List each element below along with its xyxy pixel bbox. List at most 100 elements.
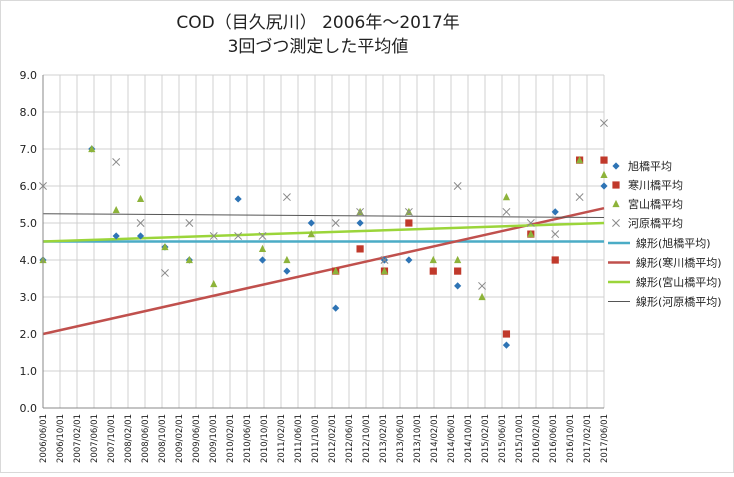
data-point <box>429 267 437 275</box>
x-tick-label: 2013/06/01 <box>396 414 406 463</box>
trendline <box>42 206 605 336</box>
x-tick-label: 2014/10/01 <box>464 414 474 463</box>
x-tick-label: 2013/10/01 <box>413 414 423 463</box>
x-tick-label: 2010/10/01 <box>260 414 270 463</box>
data-point <box>136 232 145 240</box>
data-point <box>136 219 145 227</box>
data-point <box>527 230 535 238</box>
data-point <box>283 267 291 275</box>
axis-layer: 0.0 1.0 2.0 3.0 4.0 5.0 6.0 7.0 8.0 9.0 2006/06/01… <box>20 69 611 463</box>
data-point <box>112 157 121 166</box>
x-tick-label: 2013/02/01 <box>379 414 389 463</box>
x-marker-stroke <box>234 231 243 240</box>
x-marker-stroke <box>502 207 511 216</box>
y-tick-label: 0.0 <box>20 402 38 415</box>
x-tick-label: 2015/10/01 <box>515 414 525 463</box>
data-point <box>404 207 413 216</box>
x-marker-stroke <box>112 157 121 166</box>
x-tick-label: 2007/10/01 <box>107 414 117 463</box>
data-point <box>258 256 267 264</box>
chart-title: COD（目久尻川） 2006年～2017年 <box>176 13 459 33</box>
data-point <box>307 230 315 238</box>
data-point <box>332 304 340 312</box>
y-tick-label: 4.0 <box>20 254 38 267</box>
data-point <box>600 119 608 128</box>
x-tick-label: 2007/02/01 <box>73 414 83 463</box>
data-point <box>454 282 462 290</box>
y-tick-label: 5.0 <box>20 217 38 230</box>
data-point <box>405 219 413 227</box>
x-tick-label: 2006/10/01 <box>56 414 66 463</box>
x-tick-label: 2009/06/01 <box>192 414 202 463</box>
data-point <box>502 341 511 349</box>
x-tick-label: 2011/10/01 <box>311 414 321 463</box>
x-marker-stroke <box>612 219 620 227</box>
data-point <box>502 330 511 338</box>
x-tick-label: 2012/02/01 <box>328 414 338 463</box>
data-point <box>209 231 218 240</box>
x-tick-label: 2016/02/01 <box>532 414 542 463</box>
x-marker-stroke <box>185 219 194 227</box>
chart-subtitle: 3回づつ測定した平均値 <box>228 37 409 57</box>
data-point <box>210 279 218 288</box>
data-point <box>258 231 267 240</box>
x-marker-stroke <box>136 219 145 227</box>
x-tick-label: 2008/02/01 <box>124 414 134 463</box>
data-point <box>405 256 413 264</box>
x-marker-stroke <box>600 119 608 128</box>
x-tick-label: 2015/06/01 <box>498 414 508 463</box>
trendline <box>42 221 605 243</box>
data-point <box>331 219 340 227</box>
x-marker-stroke <box>526 219 535 227</box>
x-marker-stroke <box>356 207 365 216</box>
x-marker-stroke <box>575 193 584 202</box>
legend-label: 線形(宮山橋平均) <box>636 275 722 289</box>
data-point <box>356 207 365 216</box>
legend-label: 線形(寒川橋平均) <box>636 256 722 270</box>
legend-label: 寒川橋平均 <box>628 178 683 192</box>
x-tick-label: 2016/10/01 <box>566 414 576 463</box>
data-point <box>234 231 243 240</box>
x-tick-label: 2014/02/01 <box>430 414 440 463</box>
legend-label: 線形(旭橋平均) <box>636 236 711 250</box>
data-point <box>282 193 291 202</box>
y-tick-label: 3.0 <box>20 291 38 304</box>
data-point <box>88 144 96 153</box>
x-tick-label: 2011/02/01 <box>277 414 287 463</box>
x-marker-stroke <box>209 231 218 240</box>
data-point <box>185 219 194 227</box>
data-point <box>600 170 608 178</box>
trendline <box>42 213 605 218</box>
data-point <box>502 193 511 201</box>
x-tick-label: 2011/06/01 <box>294 414 304 463</box>
data-point <box>112 232 120 240</box>
x-marker-stroke <box>161 268 169 277</box>
y-tick-label: 1.0 <box>20 365 38 378</box>
data-point <box>551 230 560 239</box>
y-tick-label: 2.0 <box>20 328 38 341</box>
data-point <box>575 193 584 202</box>
data-point <box>551 208 559 216</box>
data-point <box>454 267 462 275</box>
legend-label: 線形(河原橋平均) <box>636 295 722 309</box>
data-point <box>551 256 559 264</box>
x-tick-label: 2008/06/01 <box>141 414 151 463</box>
legend-marker <box>612 181 620 189</box>
x-marker-stroke <box>282 193 291 202</box>
data-point <box>356 219 364 227</box>
y-tick-label: 9.0 <box>20 69 38 82</box>
legend-label: 旭橋平均 <box>628 159 672 173</box>
data-point <box>600 182 608 190</box>
x-tick-label: 2009/10/01 <box>209 414 219 463</box>
y-tick-label: 8.0 <box>20 106 38 119</box>
x-tick-label: 2016/06/01 <box>549 414 559 463</box>
trendline-layer <box>42 206 605 336</box>
x-marker-stroke <box>551 230 560 239</box>
data-point <box>576 156 584 164</box>
legend-label: 宮山橋平均 <box>628 197 683 211</box>
data-point <box>478 292 486 301</box>
x-marker-stroke <box>380 256 389 264</box>
data-point <box>283 255 291 264</box>
